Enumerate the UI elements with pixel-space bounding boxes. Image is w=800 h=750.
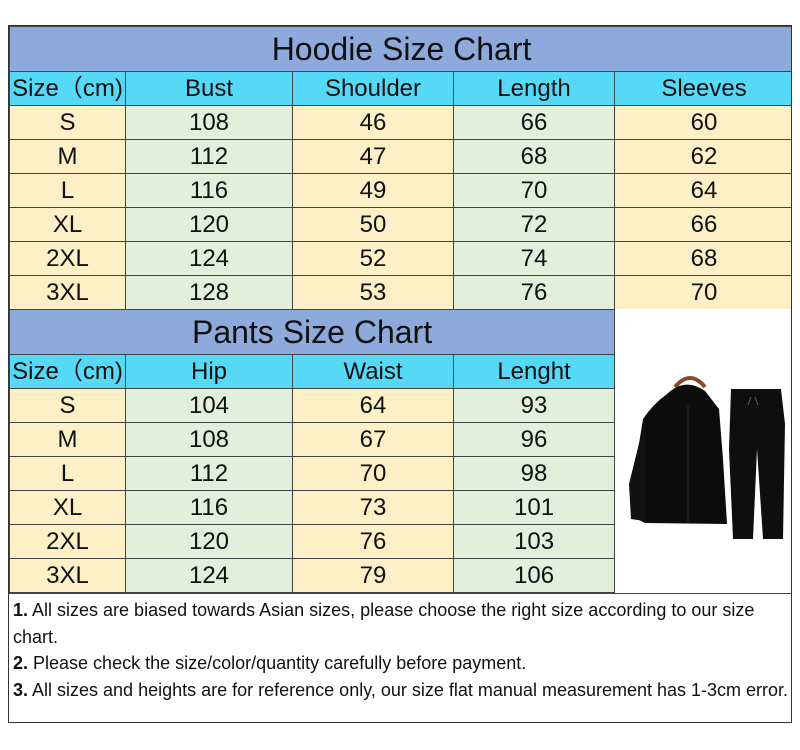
measurement-cell: 108: [125, 105, 293, 140]
measurement-cell: 120: [125, 207, 293, 242]
measurement-cell: 101: [452, 490, 616, 525]
table-row: 2XL 124 52 74 68: [9, 241, 791, 276]
measurement-cell: 96: [452, 422, 616, 457]
measurement-cell: 47: [292, 139, 454, 174]
note-text: Please check the size/color/quantity car…: [28, 653, 527, 673]
measurement-cell: 108: [125, 422, 293, 457]
note-text: All sizes are biased towards Asian sizes…: [13, 600, 755, 647]
size-label-cell: M: [9, 422, 126, 457]
measurement-cell: 120: [125, 524, 293, 559]
measurement-cell: 76: [453, 275, 615, 310]
table-row: XL 120 50 72 66: [9, 207, 791, 242]
note-text: All sizes and heights are for reference …: [28, 679, 789, 700]
hoodie-column-header: Sleeves: [613, 71, 791, 106]
measurement-cell: 79: [292, 558, 454, 593]
table-row: 3XL 128 53 76 70: [9, 275, 791, 310]
measurement-cell: 66: [613, 207, 791, 242]
measurement-cell: 73: [292, 490, 454, 525]
pants-column-header: Waist: [292, 354, 454, 389]
measurement-cell: 60: [613, 105, 791, 140]
size-label-cell: XL: [9, 207, 126, 242]
measurement-cell: 103: [452, 524, 616, 559]
size-label-cell: 2XL: [9, 241, 126, 276]
measurement-cell: 74: [453, 241, 615, 276]
note-item: 3. All sizes and heights are for referen…: [13, 677, 789, 704]
table-row: L 112 70 98: [9, 456, 616, 491]
measurement-cell: 70: [453, 173, 615, 208]
pants-column-header: Lenght: [452, 354, 616, 389]
note-item: 2. Please check the size/color/quantity …: [13, 650, 789, 677]
measurement-cell: 70: [613, 275, 791, 310]
size-label-cell: S: [9, 388, 126, 423]
size-label-cell: 2XL: [9, 524, 126, 559]
measurement-cell: 49: [292, 173, 454, 208]
pants-chart-title: Pants Size Chart: [9, 309, 616, 355]
note-number: 1.: [13, 600, 29, 620]
measurement-cell: 128: [125, 275, 293, 310]
table-row: 3XL 124 79 106: [9, 558, 616, 593]
black-hoodie-and-pants-tracksuit-image: [629, 376, 785, 539]
size-label-cell: S: [9, 105, 126, 140]
measurement-cell: 64: [613, 173, 791, 208]
table-row: M 112 47 68 62: [9, 139, 791, 174]
size-chart: Hoodie Size Chart Size（cm) Bust Shoulder Le…: [8, 25, 792, 723]
note-number: 3.: [13, 679, 29, 700]
size-label-cell: M: [9, 139, 126, 174]
hoodie-column-header: Shoulder: [292, 71, 454, 106]
size-label-cell: L: [9, 456, 126, 491]
size-label-cell: 3XL: [9, 275, 126, 310]
measurement-cell: 116: [125, 490, 293, 525]
pants-column-header: Size（cm): [9, 354, 126, 389]
measurement-cell: 124: [125, 241, 293, 276]
measurement-cell: 62: [613, 139, 791, 174]
measurement-cell: 70: [292, 456, 454, 491]
table-row: S 108 46 66 60: [9, 105, 791, 140]
measurement-cell: 64: [292, 388, 454, 423]
measurement-cell: 106: [452, 558, 616, 593]
hoodie-column-header: Size（cm): [9, 71, 126, 106]
measurement-cell: 53: [292, 275, 454, 310]
size-label-cell: XL: [9, 490, 126, 525]
measurement-cell: 116: [125, 173, 293, 208]
table-row: 2XL 120 76 103: [9, 524, 616, 559]
measurement-cell: 68: [613, 241, 791, 276]
size-label-cell: 3XL: [9, 558, 126, 593]
measurement-cell: 112: [125, 456, 293, 491]
size-label-cell: L: [9, 173, 126, 208]
hoodie-column-header: Length: [453, 71, 615, 106]
pants-column-header: Hip: [125, 354, 293, 389]
table-row: M 108 67 96: [9, 422, 616, 457]
measurement-cell: 66: [453, 105, 615, 140]
measurement-cell: 112: [125, 139, 293, 174]
measurement-cell: 68: [453, 139, 615, 174]
hoodie-header-row: Size（cm) Bust Shoulder Length Sleeves: [9, 71, 791, 106]
hoodie-column-header: Bust: [125, 71, 293, 106]
table-row: L 116 49 70 64: [9, 173, 791, 208]
measurement-cell: 98: [452, 456, 616, 491]
pants-size-table: Pants Size Chart Size（cm) Hip Waist Lenght S…: [9, 309, 616, 593]
hoodie-size-table: Hoodie Size Chart Size（cm) Bust Shoulder Le…: [9, 26, 791, 310]
measurement-cell: 46: [292, 105, 454, 140]
note-number: 2.: [13, 653, 29, 673]
note-item: 1. All sizes are biased towards Asian si…: [13, 597, 789, 650]
table-row: XL 116 73 101: [9, 490, 616, 525]
measurement-cell: 52: [292, 241, 454, 276]
measurement-cell: 72: [453, 207, 615, 242]
measurement-cell: 104: [125, 388, 293, 423]
measurement-cell: 93: [452, 388, 616, 423]
pants-header-row: Size（cm) Hip Waist Lenght: [9, 354, 616, 389]
hoodie-chart-title: Hoodie Size Chart: [9, 26, 791, 72]
size-notes: 1. All sizes are biased towards Asian si…: [9, 593, 791, 722]
measurement-cell: 124: [125, 558, 293, 593]
tracksuit-photo: [614, 309, 791, 593]
measurement-cell: 76: [292, 524, 454, 559]
measurement-cell: 67: [292, 422, 454, 457]
measurement-cell: 50: [292, 207, 454, 242]
table-row: S 104 64 93: [9, 388, 616, 423]
